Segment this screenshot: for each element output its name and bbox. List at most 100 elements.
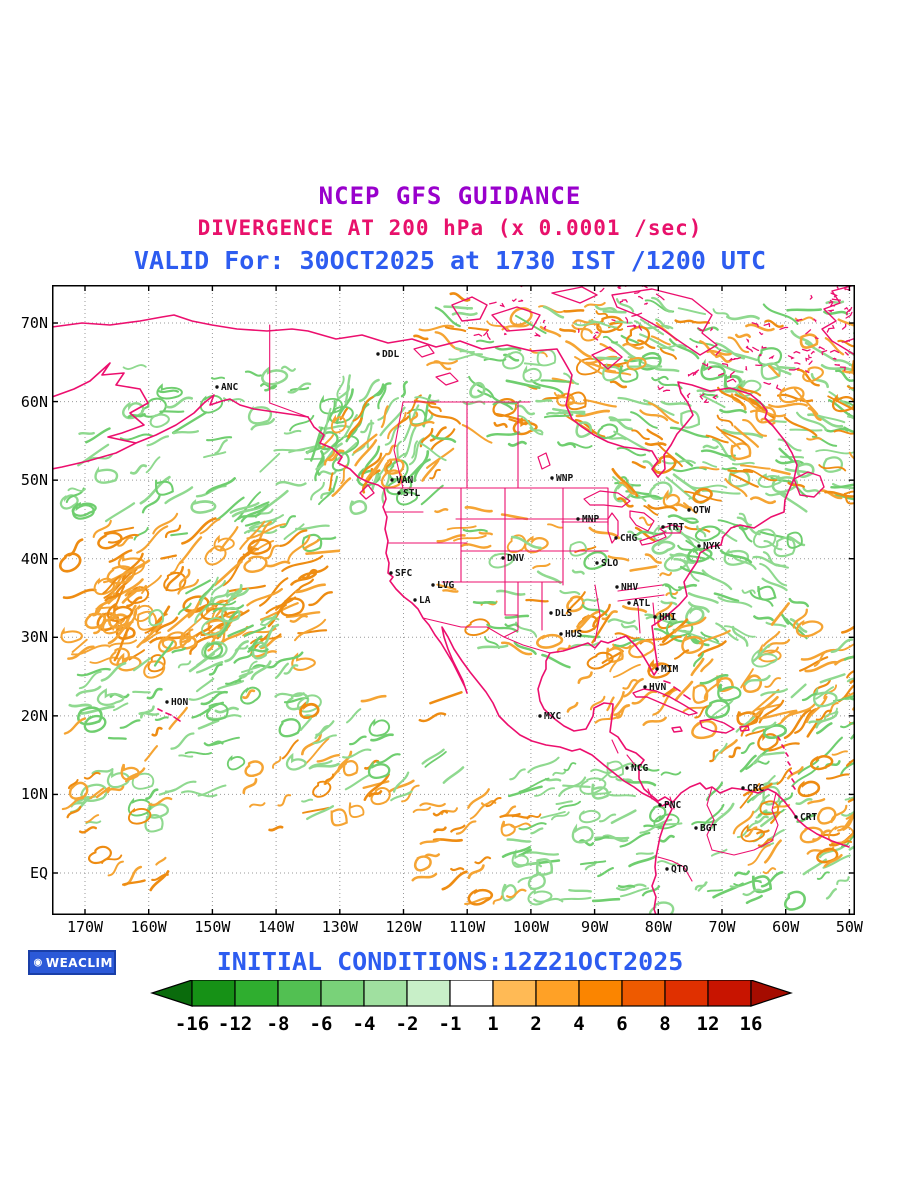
- positive-divergence-contour: [745, 728, 765, 737]
- negative-divergence-contour: [368, 718, 391, 737]
- island-coast-speckle: [821, 349, 828, 356]
- positive-divergence-contour: [776, 767, 793, 785]
- positive-divergence-contour: [806, 437, 822, 441]
- positive-divergence-contour: [768, 364, 780, 377]
- negative-divergence-contour: [627, 530, 642, 541]
- positive-divergence-contour: [148, 796, 173, 807]
- positive-divergence-contour: [631, 429, 650, 440]
- island-coast-speckle: [775, 384, 782, 391]
- positive-divergence-contour: [819, 489, 843, 500]
- negative-divergence-contour: [639, 818, 673, 834]
- island-coast-speckle: [733, 357, 741, 360]
- positive-divergence-contour: [464, 505, 493, 513]
- island-coast-speckle: [504, 332, 508, 336]
- negative-divergence-contour: [608, 793, 636, 798]
- positive-divergence-contour: [370, 787, 391, 806]
- negative-divergence-contour: [661, 583, 682, 592]
- positive-divergence-contour: [418, 712, 447, 723]
- colorbar-label: 16: [740, 1013, 763, 1035]
- negative-divergence-contour: [540, 379, 571, 383]
- positive-divergence-contour: [362, 780, 390, 790]
- negative-divergence-contour: [635, 852, 654, 856]
- negative-divergence-contour: [651, 540, 676, 555]
- divergence-map: ANC DDL VAN STL WNP MNP CHG OTW TRT NYK DNV SLO SFC L…: [52, 285, 855, 915]
- negative-divergence-contour: [146, 802, 169, 819]
- positive-divergence-contour: [742, 782, 773, 797]
- negative-divergence-contour: [259, 452, 281, 473]
- positive-divergence-contour: [290, 572, 317, 586]
- negative-divergence-contour: [336, 375, 345, 399]
- island-coast-speckle: [829, 349, 840, 354]
- negative-divergence-contour: [696, 525, 707, 538]
- negative-divergence-contour: [133, 526, 149, 541]
- city-label: ATL: [633, 598, 650, 609]
- state-borders: [269, 324, 779, 882]
- island-coast-speckle: [707, 366, 713, 371]
- positive-divergence-contour: [802, 366, 824, 383]
- negative-divergence-contour: [610, 809, 637, 825]
- negative-divergence-contour: [669, 426, 710, 439]
- island-coast-speckle: [599, 287, 605, 293]
- island-coast-speckle: [518, 299, 524, 302]
- islands: [359, 285, 855, 734]
- negative-divergence-contour: [344, 773, 371, 791]
- island-coast-speckle: [703, 399, 709, 404]
- positive-divergence-contour: [840, 624, 855, 634]
- city-label: CRT: [800, 812, 817, 823]
- island-coast-speckle: [752, 346, 760, 352]
- negative-divergence-contour: [757, 347, 783, 366]
- negative-divergence-contour: [649, 901, 675, 915]
- negative-divergence-contour: [127, 797, 152, 817]
- negative-divergence-contour: [119, 719, 141, 729]
- positive-divergence-contour: [612, 663, 641, 679]
- weaclim-icon: ◉: [34, 955, 42, 970]
- positive-divergence-contour: [158, 636, 178, 653]
- negative-divergence-contour: [234, 645, 249, 652]
- island-coast-speckle: [832, 357, 837, 360]
- positive-divergence-contour: [755, 703, 783, 711]
- positive-divergence-contour: [246, 523, 287, 540]
- positive-divergence-contour: [155, 616, 179, 634]
- negative-divergence-contour: [762, 785, 781, 806]
- positive-divergence-contour: [748, 397, 775, 419]
- positive-divergence-contour: [444, 326, 467, 333]
- positive-divergence-contour: [152, 512, 179, 535]
- negative-divergence-contour: [719, 408, 747, 414]
- negative-divergence-contour: [674, 452, 694, 467]
- positive-divergence-contour: [104, 592, 120, 602]
- positive-divergence-contour: [246, 587, 283, 607]
- island-coast-speckle: [745, 365, 748, 371]
- island-coast-speckle: [779, 326, 789, 330]
- negative-divergence-contour: [367, 760, 391, 779]
- positive-divergence-contour: [68, 781, 89, 800]
- island-coast-speckle: [759, 331, 764, 336]
- negative-divergence-contour: [736, 516, 761, 536]
- island-coast-speckle: [686, 392, 691, 399]
- negative-divergence-contour: [517, 414, 544, 436]
- negative-divergence-contour: [616, 883, 647, 891]
- positive-divergence-contour: [168, 706, 188, 730]
- positive-divergence-contour: [825, 773, 850, 780]
- negative-divergence-contour: [602, 834, 629, 843]
- negative-divergence-contour: [138, 711, 160, 716]
- city-dot: [397, 491, 401, 495]
- positive-divergence-contour: [363, 773, 390, 801]
- negative-divergence-contour: [613, 638, 647, 648]
- negative-divergence-contour: [178, 754, 194, 758]
- negative-divergence-contour: [778, 447, 794, 462]
- positive-divergence-contour: [453, 534, 487, 542]
- city-markers: ANC DDL VAN STL WNP MNP CHG OTW TRT NYK DNV SLO SFC L…: [165, 349, 817, 875]
- negative-divergence-contour: [496, 589, 526, 596]
- negative-divergence-contour: [757, 808, 785, 817]
- positive-divergence-contour: [588, 526, 621, 540]
- negative-divergence-contour: [129, 464, 148, 475]
- negative-divergence-contour: [824, 736, 843, 757]
- negative-divergence-contour: [765, 492, 788, 497]
- island-coast-speckle: [511, 298, 517, 303]
- positive-divergence-contour: [485, 797, 502, 808]
- positive-divergence-contour: [733, 425, 760, 448]
- positive-divergence-contour: [165, 565, 185, 592]
- positive-divergence-contour: [851, 359, 855, 376]
- positive-divergence-contour: [419, 838, 441, 845]
- positive-divergence-contour: [577, 671, 593, 684]
